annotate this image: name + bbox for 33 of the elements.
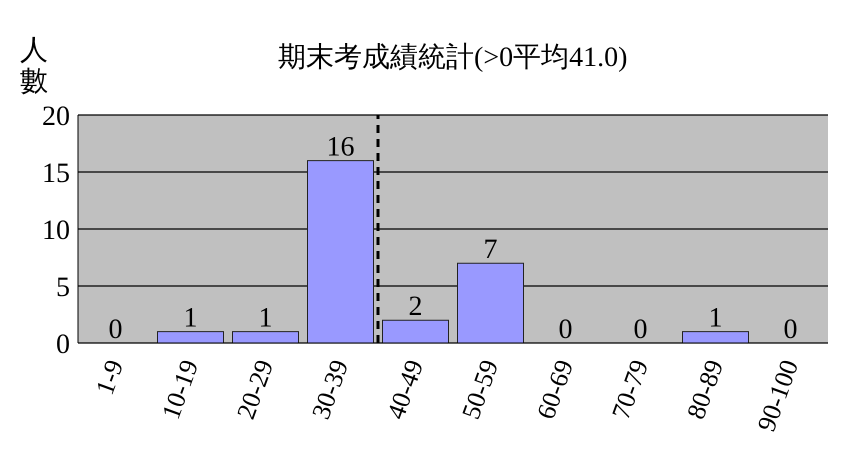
x-tick-label: 70-79: [606, 356, 654, 423]
x-tick-label: 30-39: [306, 356, 354, 423]
y-axis-title: 人數: [20, 35, 49, 98]
bar: [682, 331, 749, 343]
chart-title: 期末考成績統計(>0平均41.0): [278, 41, 628, 75]
data-label: 0: [108, 314, 122, 345]
data-label: 1: [184, 302, 198, 334]
y-tick-label: 10: [42, 214, 70, 246]
x-tick-label: 90-100: [752, 356, 804, 436]
y-tick-label: 20: [42, 100, 70, 132]
data-label: 1: [258, 302, 272, 334]
bar: [232, 331, 299, 343]
x-tick-label: 1-9: [90, 356, 130, 399]
bar: [457, 262, 524, 343]
bar: [307, 160, 374, 343]
x-tick-label: 40-49: [381, 356, 430, 423]
y-tick-label: 5: [56, 272, 70, 303]
x-tick-label: 10-19: [156, 356, 204, 423]
data-label: 0: [558, 314, 572, 345]
data-label: 1: [708, 302, 722, 334]
y-tick-label: 0: [56, 328, 70, 360]
data-label: 7: [484, 234, 498, 266]
bar: [157, 331, 224, 343]
data-label: 0: [634, 314, 648, 345]
data-label: 16: [326, 132, 354, 163]
x-tick-label: 80-89: [681, 356, 730, 423]
data-label: 2: [408, 291, 422, 322]
x-tick-label: 60-69: [531, 356, 580, 423]
x-tick-label: 50-59: [456, 356, 504, 423]
x-tick-label: 20-29: [231, 356, 280, 423]
y-tick-label: 15: [42, 158, 70, 189]
data-label: 0: [784, 314, 798, 345]
bar: [382, 320, 449, 343]
